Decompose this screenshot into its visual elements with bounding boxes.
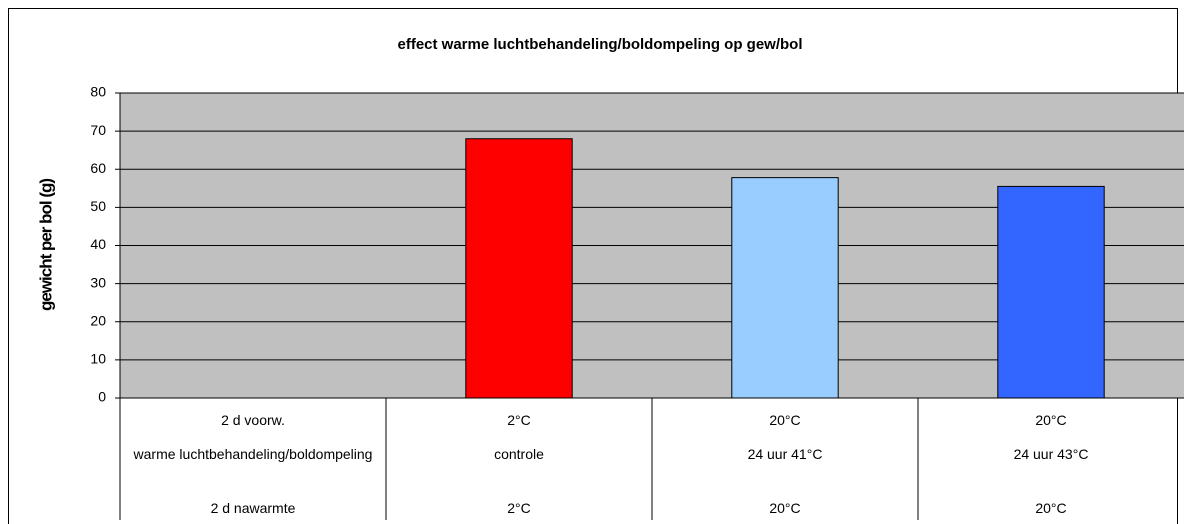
category-label-box: 20°C: [769, 412, 801, 428]
y-tick-label: 0: [98, 389, 106, 405]
category-label-box: 24 uur 41°C: [747, 446, 823, 462]
category-label-box: 24 uur 43°C: [1013, 446, 1089, 462]
y-tick-label: 70: [90, 122, 106, 138]
x-tick-label: 20°C: [769, 500, 801, 516]
category-label-box: warme luchtbehandeling/boldompeling: [133, 446, 373, 462]
category-label-box: 2°C: [507, 412, 531, 428]
y-tick-label: 10: [90, 351, 106, 367]
x-tick-label: controle: [494, 446, 544, 462]
chart-title: effect warme luchtbehandeling/boldompeli…: [397, 36, 802, 53]
y-tick-label: 30: [90, 274, 106, 290]
category-label-box: 20°C: [1035, 412, 1067, 428]
y-tick-label: 80: [90, 84, 106, 100]
y-tick-label: 40: [90, 236, 106, 252]
y-axis-label: gewicht per bol (g): [36, 179, 55, 311]
y-tick-label: 20: [90, 312, 106, 328]
category-label-box: controle: [494, 446, 544, 462]
x-tick-label: 20°C: [1035, 412, 1067, 428]
x-tick-label: warme luchtbehandeling/boldompeling: [133, 446, 373, 462]
x-tick-label: 2°C: [507, 500, 531, 516]
x-tick-label: 24 uur 43°C: [1013, 446, 1089, 462]
bar: [465, 138, 573, 399]
category-label-box: 2°C: [507, 500, 531, 516]
bar: [731, 177, 839, 399]
x-tick-label: 2°C: [507, 412, 531, 428]
x-tick-label: 20°C: [1035, 500, 1067, 516]
x-tick-label: 2 d nawarmte: [210, 500, 296, 516]
category-label-box: 2 d nawarmte: [210, 500, 296, 516]
y-tick-label: 50: [90, 198, 106, 214]
bar: [997, 185, 1105, 399]
y-tick-label: 60: [90, 160, 106, 176]
category-label-box: 20°C: [769, 500, 801, 516]
category-label-box: 2 d voorw.: [221, 412, 285, 428]
x-tick-label: 24 uur 41°C: [747, 446, 823, 462]
x-tick-label: 2 d voorw.: [221, 412, 285, 428]
x-tick-label: 20°C: [769, 412, 801, 428]
category-label-box: 20°C: [1035, 500, 1067, 516]
